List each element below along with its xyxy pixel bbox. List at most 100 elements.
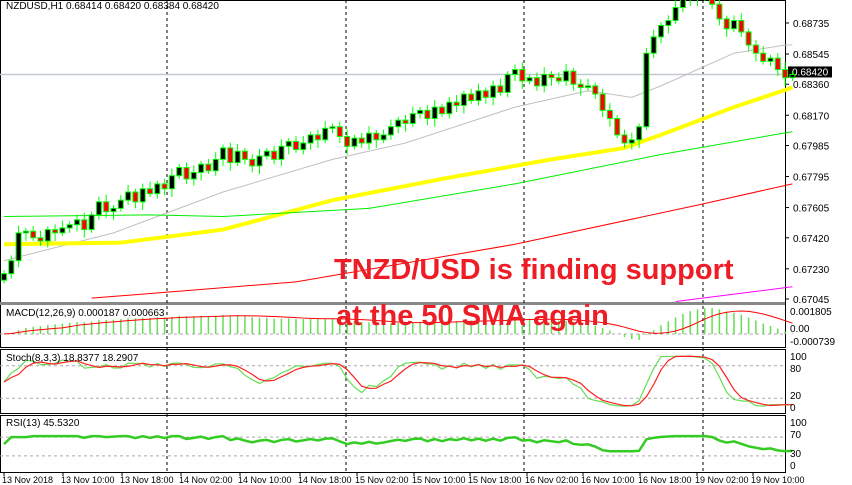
- candle: [256, 148, 263, 175]
- candle: [731, 15, 737, 32]
- candle: [132, 188, 139, 209]
- candle: [599, 88, 606, 117]
- candle-body: [366, 132, 372, 144]
- candle-body: [614, 118, 621, 136]
- x-tick-label: 13 Nov 10:00: [61, 475, 115, 485]
- candle: [358, 132, 365, 148]
- candle: [241, 147, 248, 165]
- candle-body: [738, 20, 745, 33]
- x-tick-label: 16 Nov 10:00: [581, 475, 635, 485]
- candle-body: [205, 163, 212, 172]
- candle: [482, 87, 489, 104]
- candle-body: [577, 83, 584, 89]
- indicator-label: Stoch(8,3,3) 18.8377 18.2907: [6, 353, 139, 364]
- candle-body: [249, 158, 256, 167]
- candle-body: [541, 73, 548, 87]
- candle: [628, 132, 635, 150]
- candle: [300, 135, 307, 155]
- candle: [555, 72, 562, 85]
- candle-body: [52, 229, 59, 234]
- indicator-tick-label: 100: [790, 352, 807, 363]
- candle-body: [621, 134, 628, 144]
- candle-body: [526, 77, 533, 82]
- candle: [81, 212, 88, 238]
- candle: [351, 134, 358, 150]
- macd-signal-line: [3, 310, 793, 335]
- candle: [66, 221, 73, 233]
- candle-body: [15, 232, 22, 262]
- candle-body: [548, 73, 555, 79]
- candle-body: [88, 214, 95, 231]
- candle-body: [482, 90, 489, 98]
- candle: [183, 162, 190, 184]
- candle: [745, 28, 752, 52]
- candle-body: [512, 69, 518, 75]
- candle-body: [760, 52, 767, 62]
- ma-line-sma20: [3, 44, 793, 262]
- candle-body: [439, 106, 445, 115]
- candle-body: [59, 227, 66, 234]
- candle: [37, 230, 44, 246]
- y-tick-label: 0.67045: [793, 295, 830, 306]
- candle: [679, 0, 686, 13]
- candle-body: [767, 57, 774, 62]
- candle-body: [679, 0, 686, 8]
- candle-body: [475, 90, 482, 102]
- candle-body: [555, 77, 562, 82]
- candle-body: [351, 137, 358, 147]
- candle-body: [395, 119, 402, 128]
- candle: [117, 194, 124, 212]
- candle-body: [220, 147, 226, 160]
- candle: [366, 126, 372, 150]
- candle: [1, 270, 7, 284]
- candle-body: [628, 139, 635, 144]
- candle: [329, 123, 336, 134]
- candle-body: [774, 57, 781, 71]
- candle: [249, 154, 256, 173]
- panel-3: [0, 415, 786, 473]
- candle-body: [30, 230, 37, 239]
- candle-body: [723, 18, 730, 30]
- candle-body: [234, 150, 241, 164]
- candle: [577, 79, 584, 96]
- candle: [95, 196, 102, 220]
- candle-body: [409, 113, 416, 124]
- x-tick-label: 13 Nov 18:00: [120, 475, 174, 485]
- candle: [278, 139, 285, 166]
- candle: [8, 255, 15, 279]
- candle: [271, 145, 278, 165]
- candle: [30, 225, 37, 242]
- y-tick-label: 0.67420: [793, 234, 830, 245]
- candle: [789, 71, 796, 81]
- candle-body: [183, 167, 190, 180]
- candle: [643, 47, 650, 130]
- candle: [606, 103, 613, 127]
- candle-body: [745, 31, 752, 46]
- ma-line-sma200: [91, 183, 793, 299]
- candle: [212, 152, 219, 176]
- candle: [373, 129, 380, 148]
- stoch-main-line: [3, 355, 793, 407]
- candle: [752, 39, 759, 62]
- candle: [512, 64, 518, 81]
- candle-body: [271, 150, 278, 160]
- candle: [154, 180, 161, 199]
- candle-body: [278, 145, 285, 160]
- candle-body: [468, 93, 475, 102]
- candle: [59, 220, 66, 237]
- candle: [344, 129, 351, 155]
- candle-body: [74, 219, 80, 226]
- candle-body: [212, 158, 219, 172]
- candle: [497, 78, 504, 96]
- candle: [697, 0, 698, 6]
- candle-body: [490, 85, 497, 98]
- candle: [716, 0, 723, 26]
- indicator-tick-label: 30: [790, 449, 802, 460]
- candle: [774, 52, 781, 77]
- ma-line-sma100: [3, 131, 793, 218]
- candle: [125, 184, 132, 206]
- candle: [650, 29, 657, 59]
- candle-body: [358, 137, 365, 144]
- candle: [446, 96, 453, 119]
